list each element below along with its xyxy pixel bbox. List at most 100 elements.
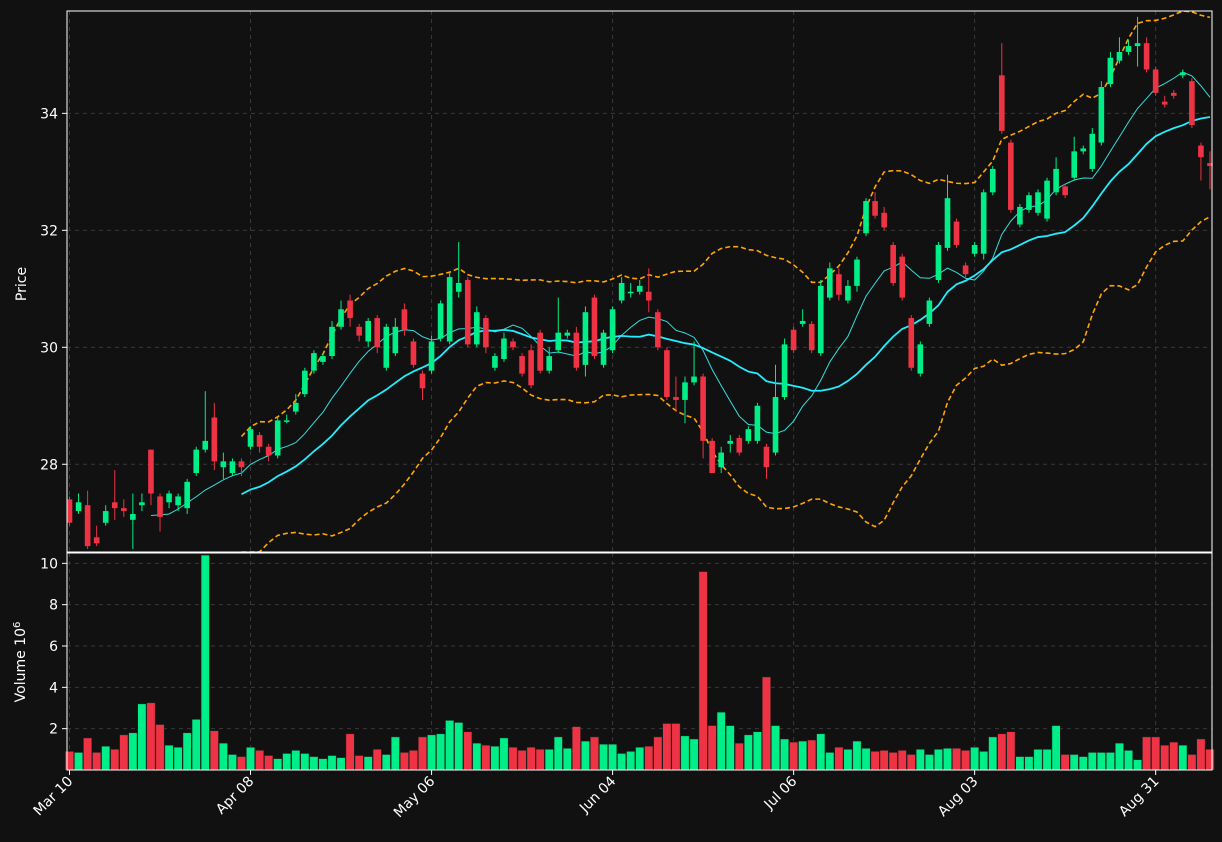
volume-bar: [309, 756, 319, 771]
candle-body: [329, 326, 335, 357]
volume-bar: [1169, 741, 1179, 771]
volume-bar: [1196, 738, 1206, 771]
volume-bar: [1051, 725, 1061, 771]
candle-body: [926, 300, 933, 324]
candle-body: [790, 329, 797, 351]
price-grid: [67, 11, 1212, 552]
candle-body: [1026, 195, 1032, 210]
volume-bar: [734, 742, 744, 771]
volume-tick-label: 4: [49, 680, 58, 696]
volume-bar: [762, 676, 771, 771]
candle-body: [256, 435, 263, 447]
volume-bar: [725, 725, 735, 771]
candle-body: [808, 323, 815, 351]
bollinger-bands: [240, 11, 1211, 552]
candle-body: [111, 502, 118, 509]
volume-bar: [155, 724, 165, 771]
volume-bar: [164, 744, 174, 771]
price-panel-frame: [66, 10, 1213, 553]
candle-body: [655, 312, 661, 348]
volume-tick-label: 6: [49, 639, 58, 655]
volume-bar: [553, 736, 563, 771]
volume-bar: [354, 755, 364, 771]
candle-body: [283, 420, 290, 422]
volume-bar: [273, 758, 283, 771]
candle-body: [1152, 69, 1159, 93]
candle-body: [854, 259, 860, 286]
volume-bar: [246, 747, 255, 771]
volume-bar: [481, 744, 491, 771]
volume-bar: [110, 749, 120, 771]
candle-body: [474, 312, 480, 345]
candle-body: [1017, 206, 1023, 225]
candle-body: [718, 452, 724, 468]
volume-bar: [137, 703, 147, 771]
volume-bar: [599, 743, 608, 771]
candle-body: [229, 461, 236, 474]
volume-bar: [698, 571, 708, 771]
volume-bar: [825, 752, 835, 771]
volume-bar: [472, 742, 482, 771]
candle-body: [383, 326, 390, 368]
volume-bar: [680, 735, 690, 771]
candle-body: [238, 461, 245, 468]
candle-body: [130, 513, 136, 520]
price-tick-label: 30: [40, 340, 58, 356]
candle-body: [763, 446, 770, 468]
volume-bar: [1060, 754, 1070, 771]
volume-bar: [653, 736, 663, 771]
volume-bar: [870, 751, 880, 771]
candle-body: [881, 212, 887, 228]
volume-bar: [264, 755, 274, 771]
volume-tick-label: 8: [49, 598, 58, 614]
candle-body: [754, 405, 761, 441]
volume-bar: [1006, 731, 1016, 771]
volume-axis-label-exponent: 6: [12, 622, 23, 628]
candle-body: [501, 338, 507, 359]
price-tick-label: 28: [40, 457, 58, 473]
candle-body: [1189, 81, 1195, 126]
candle-body: [591, 297, 598, 357]
volume-axis-label: Volume 106: [12, 622, 30, 703]
volume-bar: [1033, 749, 1043, 771]
volume-bar: [300, 753, 310, 771]
candle-body: [618, 282, 625, 301]
candle-body: [148, 449, 154, 494]
candle-body: [265, 446, 272, 456]
volume-bar: [1024, 756, 1034, 771]
volume-bar: [617, 753, 627, 771]
candle-body: [1125, 46, 1132, 52]
candle-body: [93, 537, 100, 544]
volume-bar: [608, 743, 617, 771]
lower-band-line: [241, 215, 1211, 552]
candle-body: [121, 508, 127, 512]
volume-grid: [67, 553, 1212, 770]
candle-body: [890, 244, 896, 283]
volume-bar: [934, 749, 943, 771]
volume-bar: [1042, 749, 1052, 771]
volume-bar: [1133, 759, 1142, 771]
volume-bar: [906, 754, 916, 771]
volume-bar: [381, 754, 391, 771]
volume-bar: [861, 748, 871, 771]
candle-body: [347, 300, 353, 319]
candle-body: [483, 318, 489, 348]
candle-body: [745, 429, 752, 441]
volume-bar: [816, 733, 826, 771]
volume-bar: [571, 726, 581, 771]
candle-body: [664, 350, 670, 398]
volume-bar: [635, 747, 645, 771]
candle-body: [989, 168, 996, 193]
volume-bar: [771, 725, 780, 771]
candle-body: [184, 481, 190, 509]
moving-averages: [150, 71, 1211, 516]
candle-body: [1035, 192, 1041, 213]
candle-body: [428, 341, 435, 371]
volume-bar: [1142, 736, 1152, 771]
candle-body: [863, 201, 869, 234]
volume-bar: [490, 745, 500, 771]
candle-body: [455, 282, 462, 292]
volume-bar: [662, 723, 672, 771]
volume-bar: [218, 742, 228, 771]
